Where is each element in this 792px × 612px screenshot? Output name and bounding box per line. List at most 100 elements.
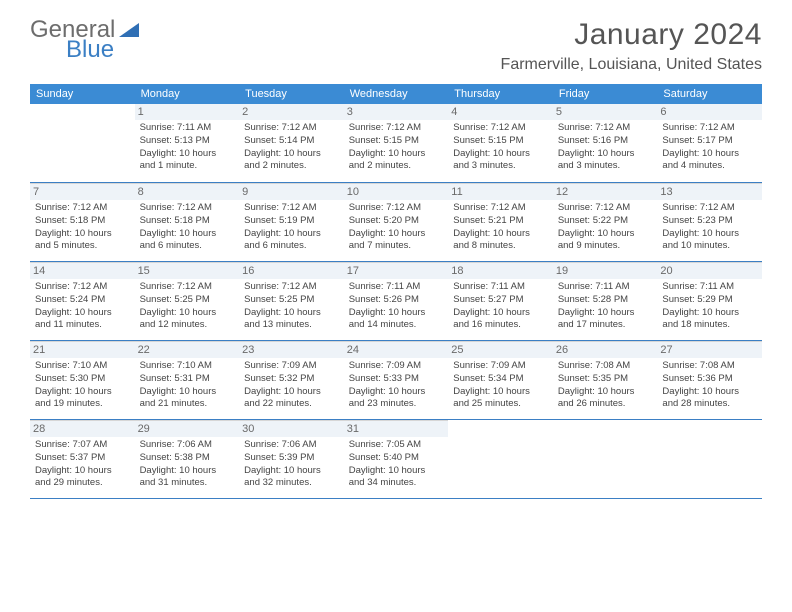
daylight-text: Daylight: 10 hours and 6 minutes. xyxy=(140,228,235,254)
calendar-cell: 22Sunrise: 7:10 AMSunset: 5:31 PMDayligh… xyxy=(135,341,240,419)
day-details: Sunrise: 7:08 AMSunset: 5:35 PMDaylight:… xyxy=(558,360,653,411)
day-details: Sunrise: 7:06 AMSunset: 5:38 PMDaylight:… xyxy=(140,439,235,490)
calendar-cell: 23Sunrise: 7:09 AMSunset: 5:32 PMDayligh… xyxy=(239,341,344,419)
day-details: Sunrise: 7:12 AMSunset: 5:20 PMDaylight:… xyxy=(349,202,444,253)
day-number: 2 xyxy=(239,104,344,120)
sunset-text: Sunset: 5:40 PM xyxy=(349,452,444,465)
sunrise-text: Sunrise: 7:12 AM xyxy=(453,202,548,215)
daylight-text: Daylight: 10 hours and 17 minutes. xyxy=(558,307,653,333)
calendar-cell: 7Sunrise: 7:12 AMSunset: 5:18 PMDaylight… xyxy=(30,183,135,261)
day-number: 21 xyxy=(30,342,135,358)
day-number: 30 xyxy=(239,421,344,437)
sunrise-text: Sunrise: 7:12 AM xyxy=(35,202,130,215)
day-details: Sunrise: 7:12 AMSunset: 5:15 PMDaylight:… xyxy=(453,122,548,173)
sunrise-text: Sunrise: 7:09 AM xyxy=(453,360,548,373)
day-number: 12 xyxy=(553,184,658,200)
calendar-cell: 16 Sunrise: 7:12 AMSunset: 5:25 PMDayligh… xyxy=(239,262,344,340)
sunset-text: Sunset: 5:21 PM xyxy=(453,215,548,228)
sunrise-text: Sunrise: 7:10 AM xyxy=(35,360,130,373)
sunset-text: Sunset: 5:18 PM xyxy=(140,215,235,228)
day-number: 24 xyxy=(344,342,449,358)
day-number: 8 xyxy=(135,184,240,200)
daylight-text: Daylight: 10 hours and 9 minutes. xyxy=(558,228,653,254)
calendar-cell: 26 Sunrise: 7:08 AMSunset: 5:35 PMDayligh… xyxy=(553,341,658,419)
sunrise-text: Sunrise: 7:12 AM xyxy=(349,202,444,215)
daylight-text: Daylight: 10 hours and 12 minutes. xyxy=(140,307,235,333)
calendar-week-row: 28Sunrise: 7:07 AMSunset: 5:37 PMDayligh… xyxy=(30,420,762,499)
day-number: 3 xyxy=(344,104,449,120)
sunrise-text: Sunrise: 7:09 AM xyxy=(244,360,339,373)
daylight-text: Daylight: 10 hours and 18 minutes. xyxy=(662,307,757,333)
calendar-cell: 14Sunrise: 7:12 AMSunset: 5:24 PMDayligh… xyxy=(30,262,135,340)
sunrise-text: Sunrise: 7:12 AM xyxy=(453,122,548,135)
sunrise-text: Sunrise: 7:12 AM xyxy=(140,202,235,215)
title-block: January 2024 Farmerville, Louisiana, Uni… xyxy=(501,18,762,74)
calendar-cell: 2 Sunrise: 7:12 AMSunset: 5:14 PMDaylight… xyxy=(239,104,344,182)
day-details: Sunrise: 7:11 AMSunset: 5:27 PMDaylight:… xyxy=(453,281,548,332)
day-header: Sunday xyxy=(30,84,135,104)
day-number: 18 xyxy=(448,263,553,279)
calendar-cell: 6Sunrise: 7:12 AMSunset: 5:17 PMDaylight… xyxy=(657,104,762,182)
sunset-text: Sunset: 5:25 PM xyxy=(140,294,235,307)
daylight-text: Daylight: 10 hours and 28 minutes. xyxy=(662,386,757,412)
day-details: Sunrise: 7:11 AMSunset: 5:28 PMDaylight:… xyxy=(558,281,653,332)
sunrise-text: Sunrise: 7:11 AM xyxy=(349,281,444,294)
day-details: Sunrise: 7:12 AMSunset: 5:16 PMDaylight:… xyxy=(558,122,653,173)
day-number: 23 xyxy=(239,342,344,358)
sunrise-text: Sunrise: 7:12 AM xyxy=(244,202,339,215)
sunset-text: Sunset: 5:30 PM xyxy=(35,373,130,386)
day-number: 20 xyxy=(657,263,762,279)
day-header: Wednesday xyxy=(344,84,449,104)
sunrise-text: Sunrise: 7:10 AM xyxy=(140,360,235,373)
calendar-cell xyxy=(30,104,135,182)
sunset-text: Sunset: 5:15 PM xyxy=(349,135,444,148)
day-header: Saturday xyxy=(657,84,762,104)
sunrise-text: Sunrise: 7:12 AM xyxy=(35,281,130,294)
sunset-text: Sunset: 5:13 PM xyxy=(140,135,235,148)
sunrise-text: Sunrise: 7:12 AM xyxy=(558,122,653,135)
day-details: Sunrise: 7:11 AMSunset: 5:29 PMDaylight:… xyxy=(662,281,757,332)
day-details: Sunrise: 7:11 AMSunset: 5:26 PMDaylight:… xyxy=(349,281,444,332)
logo-text-blue: Blue xyxy=(66,38,114,62)
calendar-cell: 10Sunrise: 7:12 AMSunset: 5:20 PMDayligh… xyxy=(344,183,449,261)
sunrise-text: Sunrise: 7:11 AM xyxy=(558,281,653,294)
day-details: Sunrise: 7:12 AMSunset: 5:25 PMDaylight:… xyxy=(140,281,235,332)
day-details: Sunrise: 7:12 AMSunset: 5:14 PMDaylight:… xyxy=(244,122,339,173)
sunset-text: Sunset: 5:14 PM xyxy=(244,135,339,148)
calendar-cell: 4Sunrise: 7:12 AMSunset: 5:15 PMDaylight… xyxy=(448,104,553,182)
sunrise-text: Sunrise: 7:12 AM xyxy=(349,122,444,135)
calendar-grid: Sunday Monday Tuesday Wednesday Thursday… xyxy=(30,84,762,499)
daylight-text: Daylight: 10 hours and 16 minutes. xyxy=(453,307,548,333)
day-number: 26 xyxy=(553,342,658,358)
day-header: Tuesday xyxy=(239,84,344,104)
calendar-cell: 31Sunrise: 7:05 AMSunset: 5:40 PMDayligh… xyxy=(344,420,449,498)
calendar-cell: 21Sunrise: 7:10 AMSunset: 5:30 PMDayligh… xyxy=(30,341,135,419)
daylight-text: Daylight: 10 hours and 31 minutes. xyxy=(140,465,235,491)
sunset-text: Sunset: 5:33 PM xyxy=(349,373,444,386)
day-details: Sunrise: 7:10 AMSunset: 5:31 PMDaylight:… xyxy=(140,360,235,411)
daylight-text: Daylight: 10 hours and 25 minutes. xyxy=(453,386,548,412)
sunrise-text: Sunrise: 7:12 AM xyxy=(662,202,757,215)
month-title: January 2024 xyxy=(501,18,762,52)
day-details: Sunrise: 7:12 AMSunset: 5:17 PMDaylight:… xyxy=(662,122,757,173)
sunset-text: Sunset: 5:19 PM xyxy=(244,215,339,228)
day-number: 17 xyxy=(344,263,449,279)
sunset-text: Sunset: 5:36 PM xyxy=(662,373,757,386)
sunrise-text: Sunrise: 7:05 AM xyxy=(349,439,444,452)
sunrise-text: Sunrise: 7:07 AM xyxy=(35,439,130,452)
day-number: 15 xyxy=(135,263,240,279)
calendar-cell: 15 Sunrise: 7:12 AMSunset: 5:25 PMDayligh… xyxy=(135,262,240,340)
day-number: 27 xyxy=(657,342,762,358)
day-number: 16 xyxy=(239,263,344,279)
day-details: Sunrise: 7:11 AMSunset: 5:13 PMDaylight:… xyxy=(140,122,235,173)
daylight-text: Daylight: 10 hours and 7 minutes. xyxy=(349,228,444,254)
sunset-text: Sunset: 5:25 PM xyxy=(244,294,339,307)
daylight-text: Daylight: 10 hours and 1 minute. xyxy=(140,148,235,174)
day-number: 9 xyxy=(239,184,344,200)
day-details: Sunrise: 7:12 AMSunset: 5:25 PMDaylight:… xyxy=(244,281,339,332)
sunrise-text: Sunrise: 7:12 AM xyxy=(140,281,235,294)
sunset-text: Sunset: 5:16 PM xyxy=(558,135,653,148)
sunset-text: Sunset: 5:31 PM xyxy=(140,373,235,386)
calendar-cell: 11Sunrise: 7:12 AMSunset: 5:21 PMDayligh… xyxy=(448,183,553,261)
day-number: 14 xyxy=(30,263,135,279)
